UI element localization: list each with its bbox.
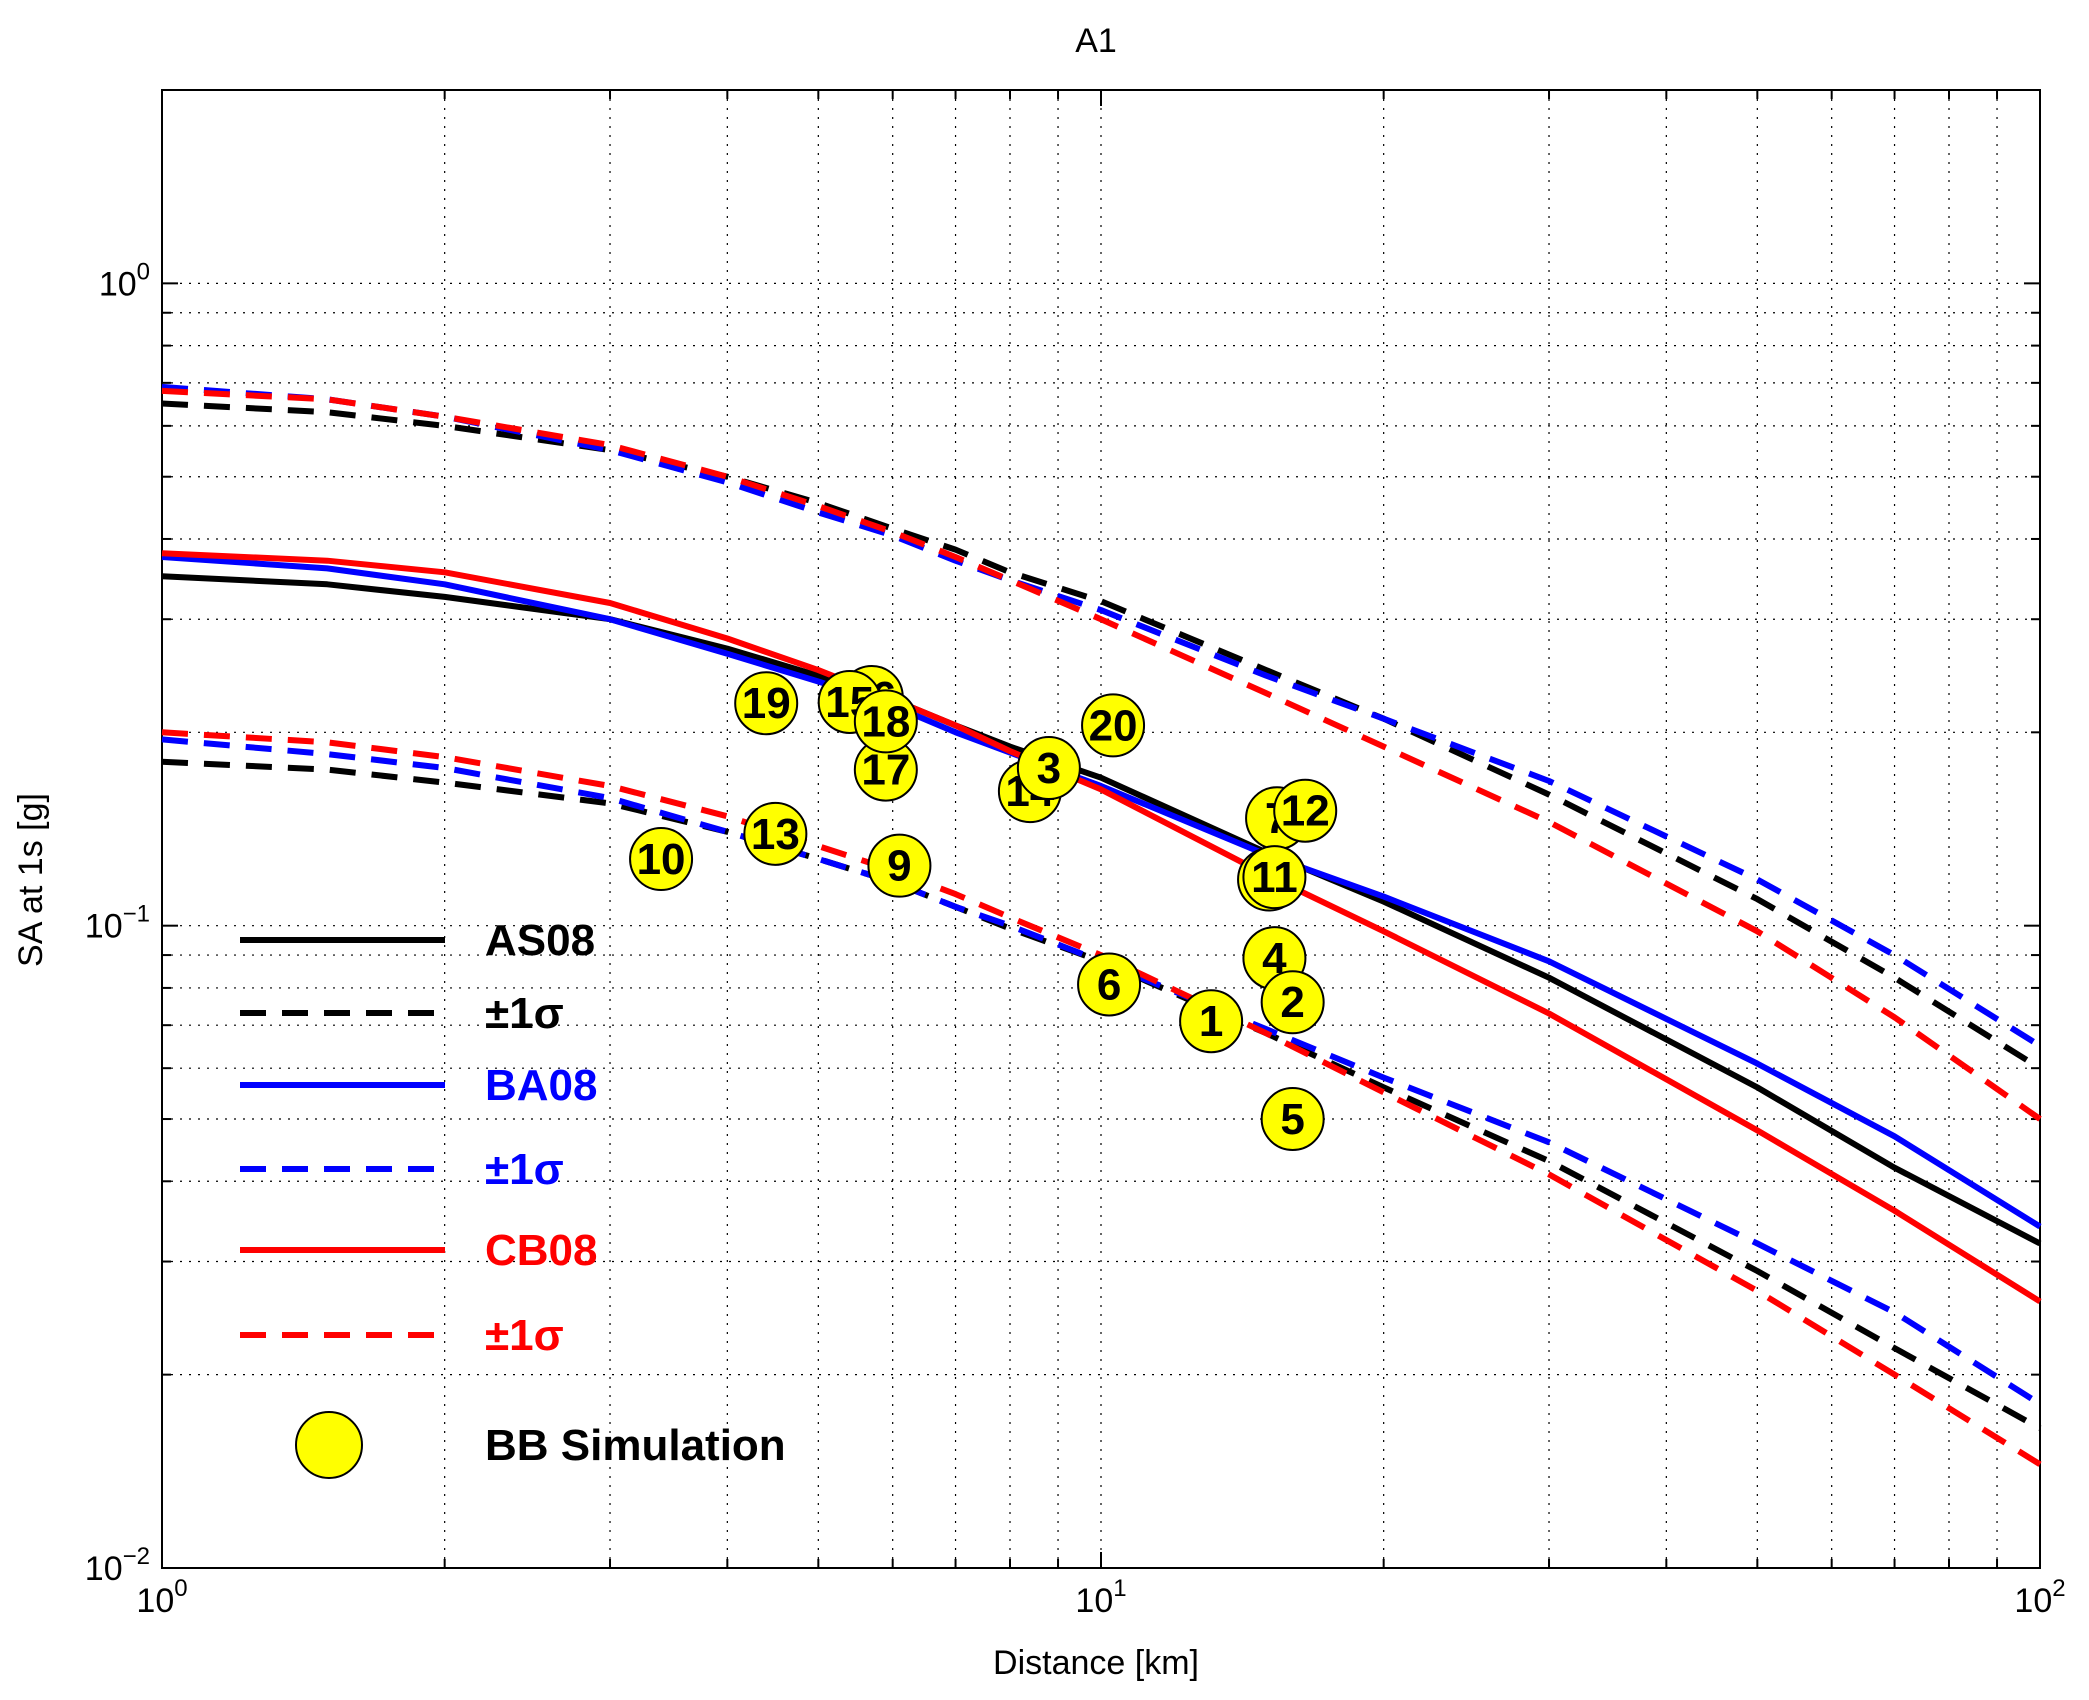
legend-item-2: BA08 bbox=[240, 1061, 598, 1110]
bb-point-17: 17 bbox=[853, 737, 918, 802]
bb-simulation-points: 1910139171432016151861425712811 bbox=[629, 664, 1338, 1152]
bb-point-label: 9 bbox=[887, 842, 911, 891]
bb-point-marker bbox=[629, 827, 694, 892]
bb-point-label: 6 bbox=[1097, 960, 1121, 1009]
legend-label: ±1σ bbox=[485, 989, 564, 1038]
plot-frame bbox=[161, 89, 2041, 1569]
bb-point-label: 10 bbox=[637, 835, 686, 884]
legend-label: ±1σ bbox=[485, 1311, 564, 1360]
bb-point-marker bbox=[1242, 845, 1307, 910]
bb-point-label: 13 bbox=[751, 810, 800, 859]
bb-point-marker bbox=[1179, 989, 1244, 1054]
y-tick-label: 10−2 bbox=[85, 1543, 150, 1588]
bb-point-19: 19 bbox=[734, 671, 799, 736]
series-as08-plusminus-1sigma bbox=[161, 400, 2042, 1071]
bb-point-6: 6 bbox=[1077, 952, 1142, 1017]
bb-point-marker bbox=[1016, 735, 1081, 800]
legend-label: AS08 bbox=[485, 916, 595, 965]
bb-point-2: 2 bbox=[1260, 970, 1325, 1035]
bb-point-20: 20 bbox=[1081, 693, 1146, 758]
bb-point-10: 10 bbox=[629, 827, 694, 892]
x-tick-label: 102 bbox=[2014, 1575, 2065, 1620]
legend-marker bbox=[295, 1411, 363, 1479]
bb-point-9: 9 bbox=[867, 833, 932, 898]
bb-point-marker bbox=[1081, 693, 1146, 758]
legend-label: BA08 bbox=[485, 1061, 598, 1110]
legend-item-3: ±1σ bbox=[240, 1145, 564, 1194]
legend-item-6: BB Simulation bbox=[295, 1411, 786, 1479]
bb-point-11: 11 bbox=[1242, 845, 1307, 910]
chart-title: A1 bbox=[1075, 22, 1117, 60]
bb-point-label: 12 bbox=[1281, 787, 1330, 836]
bb-point-label: 18 bbox=[861, 697, 910, 746]
bb-point-label: 1 bbox=[1199, 997, 1223, 1046]
bb-point-marker bbox=[1260, 970, 1325, 1035]
bb-point-label: 11 bbox=[1251, 853, 1298, 902]
bb-point-label: 3 bbox=[1037, 744, 1061, 793]
x-tick-label: 100 bbox=[136, 1575, 187, 1620]
bb-point-label: 2 bbox=[1280, 978, 1304, 1027]
bb-point-5: 5 bbox=[1260, 1087, 1325, 1152]
bb-point-1: 1 bbox=[1179, 989, 1244, 1054]
legend-label: CB08 bbox=[485, 1226, 598, 1275]
series-cb08-minus-1sigma bbox=[161, 729, 2042, 1467]
y-tick-label: 10−1 bbox=[85, 901, 150, 946]
legend-label: BB Simulation bbox=[485, 1421, 786, 1470]
bb-point-label: 17 bbox=[861, 746, 910, 795]
bb-point-marker bbox=[734, 671, 799, 736]
bb-point-13: 13 bbox=[743, 801, 808, 866]
bb-point-marker bbox=[1273, 778, 1338, 843]
legend-label: ±1σ bbox=[485, 1145, 564, 1194]
bb-point-marker bbox=[867, 833, 932, 898]
bb-point-label: 19 bbox=[742, 679, 791, 728]
series-cb08-median bbox=[161, 550, 2042, 1305]
bb-point-marker bbox=[1077, 952, 1142, 1017]
bb-point-12: 12 bbox=[1273, 778, 1338, 843]
series-lines bbox=[161, 383, 2042, 1467]
legend-item-5: ±1σ bbox=[240, 1311, 564, 1360]
series-ba08-minus-1sigma bbox=[161, 736, 2042, 1407]
bb-point-marker bbox=[853, 689, 918, 754]
bb-point-marker bbox=[1260, 1087, 1325, 1152]
bb-point-3: 3 bbox=[1016, 735, 1081, 800]
bb-point-18: 18 bbox=[853, 689, 918, 754]
bb-point-label: 5 bbox=[1280, 1095, 1304, 1144]
y-axis-label: SA at 1s [g] bbox=[12, 793, 50, 967]
legend: AS08 ±1σ BA08 ±1σ CB08 ±1σ BB Simulation bbox=[240, 916, 786, 1479]
y-tick-label: 100 bbox=[99, 258, 150, 303]
bb-point-marker bbox=[743, 801, 808, 866]
series-ba08-median bbox=[161, 554, 2042, 1230]
legend-item-1: ±1σ bbox=[240, 989, 564, 1038]
x-axis-label: Distance [km] bbox=[993, 1644, 1199, 1682]
legend-item-4: CB08 bbox=[240, 1226, 598, 1275]
legend-item-0: AS08 bbox=[240, 916, 595, 965]
x-tick-label: 101 bbox=[1075, 1575, 1126, 1620]
bb-point-label: 20 bbox=[1089, 701, 1138, 750]
series-cb08-plusminus-1sigma bbox=[161, 387, 2042, 1122]
